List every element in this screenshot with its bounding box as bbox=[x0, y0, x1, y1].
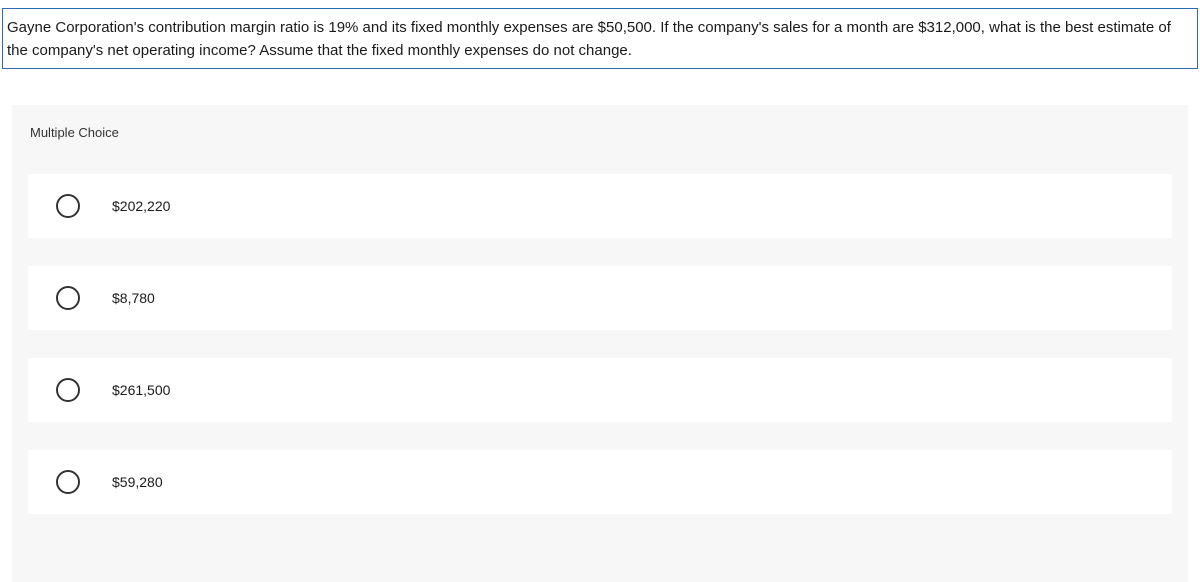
option-label: $202,220 bbox=[112, 198, 170, 214]
question-prompt: Gayne Corporation's contribution margin … bbox=[2, 8, 1198, 69]
option-row[interactable]: $59,280 bbox=[28, 450, 1172, 514]
option-row[interactable]: $8,780 bbox=[28, 266, 1172, 330]
option-row[interactable]: $202,220 bbox=[28, 174, 1172, 238]
option-label: $261,500 bbox=[112, 382, 170, 398]
option-label: $8,780 bbox=[112, 290, 155, 306]
multiple-choice-panel: Multiple Choice $202,220 $8,780 $261,500… bbox=[12, 105, 1188, 582]
radio-icon[interactable] bbox=[56, 194, 80, 218]
multiple-choice-header: Multiple Choice bbox=[12, 105, 1188, 160]
radio-icon[interactable] bbox=[56, 470, 80, 494]
radio-icon[interactable] bbox=[56, 286, 80, 310]
radio-icon[interactable] bbox=[56, 378, 80, 402]
option-label: $59,280 bbox=[112, 474, 163, 490]
option-row[interactable]: $261,500 bbox=[28, 358, 1172, 422]
